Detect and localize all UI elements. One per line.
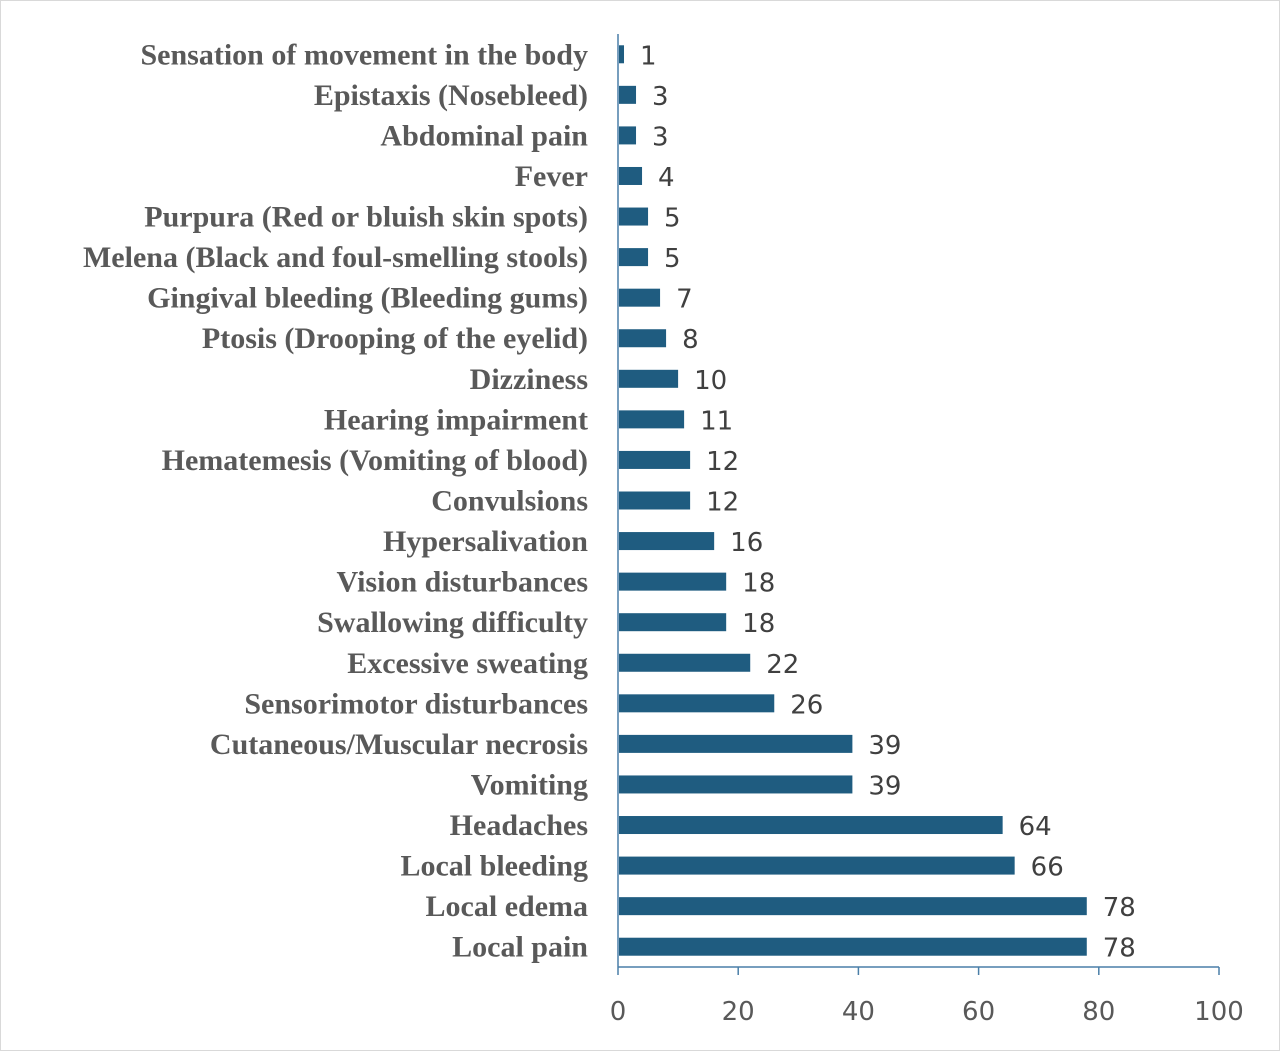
value-label: 5: [664, 204, 681, 234]
x-tick-label: 80: [1082, 997, 1115, 1027]
bar: [619, 734, 853, 753]
category-label: Abdominal pain: [380, 119, 588, 152]
bar: [619, 288, 661, 307]
category-label: Hypersalivation: [383, 525, 588, 558]
bar: [619, 775, 853, 794]
value-label: 18: [742, 609, 775, 639]
value-label: 7: [676, 285, 693, 315]
bar: [619, 248, 649, 267]
category-label: Cutaneous/Muscular necrosis: [210, 728, 588, 761]
value-label: 4: [658, 163, 675, 193]
bar: [619, 653, 751, 672]
category-label: Convulsions: [431, 485, 588, 518]
category-label: Purpura (Red or bluish skin spots): [144, 201, 588, 234]
bar: [619, 369, 679, 388]
bar: [619, 85, 637, 104]
value-label: 8: [682, 325, 699, 355]
category-label: Vision disturbances: [337, 566, 588, 599]
value-label: 10: [694, 366, 727, 396]
category-label: Dizziness: [470, 363, 588, 396]
bar: [619, 491, 691, 510]
bar: [619, 897, 1087, 916]
value-label: 39: [868, 771, 901, 801]
value-label: 3: [652, 122, 669, 152]
category-labels-layer: Sensation of movement in the body Epistax…: [83, 38, 588, 963]
bar: [619, 532, 715, 551]
bar: [619, 613, 727, 632]
axes-layer: 0 20 40 60 80 100: [610, 34, 1244, 1027]
category-label: Local pain: [452, 931, 588, 964]
bar: [619, 45, 625, 64]
x-tick-label: 100: [1194, 997, 1244, 1027]
category-label: Headaches: [450, 809, 588, 842]
value-label: 39: [868, 731, 901, 761]
bar: [619, 572, 727, 591]
category-label: Excessive sweating: [347, 647, 588, 680]
value-label: 16: [730, 528, 763, 558]
bar: [619, 329, 667, 348]
x-tick-label: 20: [722, 997, 755, 1027]
category-label: Sensation of movement in the body: [140, 38, 588, 71]
category-label: Local bleeding: [400, 850, 588, 883]
value-label: 26: [790, 690, 823, 720]
value-label: 11: [700, 406, 733, 436]
bars-layer: [619, 45, 1087, 956]
category-label: Fever: [515, 160, 588, 193]
bar: [619, 126, 637, 145]
bar: [619, 166, 643, 185]
value-label: 12: [706, 488, 739, 518]
bar: [619, 856, 1015, 875]
value-label: 1: [640, 41, 657, 71]
value-label: 18: [742, 569, 775, 599]
value-label: 66: [1031, 853, 1064, 883]
category-label: Hearing impairment: [324, 403, 588, 436]
category-label: Ptosis (Drooping of the eyelid): [202, 322, 588, 355]
bar: [619, 207, 649, 226]
bar: [619, 450, 691, 469]
category-label: Gingival bleeding (Bleeding gums): [147, 282, 588, 315]
category-label: Local edema: [426, 890, 588, 923]
bar: [619, 410, 685, 429]
bar: [619, 937, 1087, 956]
value-label: 78: [1103, 893, 1136, 923]
value-label: 12: [706, 447, 739, 477]
bar: [619, 816, 1003, 835]
category-label: Epistaxis (Nosebleed): [314, 79, 588, 112]
bar: [619, 694, 775, 713]
x-tick-label: 40: [842, 997, 875, 1027]
x-tick-label: 60: [962, 997, 995, 1027]
category-label: Hematemesis (Vomiting of blood): [162, 444, 588, 477]
value-label: 64: [1019, 812, 1052, 842]
category-label: Vomiting: [471, 768, 588, 801]
category-label: Swallowing difficulty: [317, 606, 588, 639]
value-label: 22: [766, 650, 799, 680]
category-label: Sensorimotor disturbances: [244, 687, 588, 720]
value-label: 78: [1103, 934, 1136, 964]
x-tick-label: 0: [610, 997, 627, 1027]
category-label: Melena (Black and foul-smelling stools): [83, 241, 588, 274]
value-label: 3: [652, 82, 669, 112]
value-label: 5: [664, 244, 681, 274]
